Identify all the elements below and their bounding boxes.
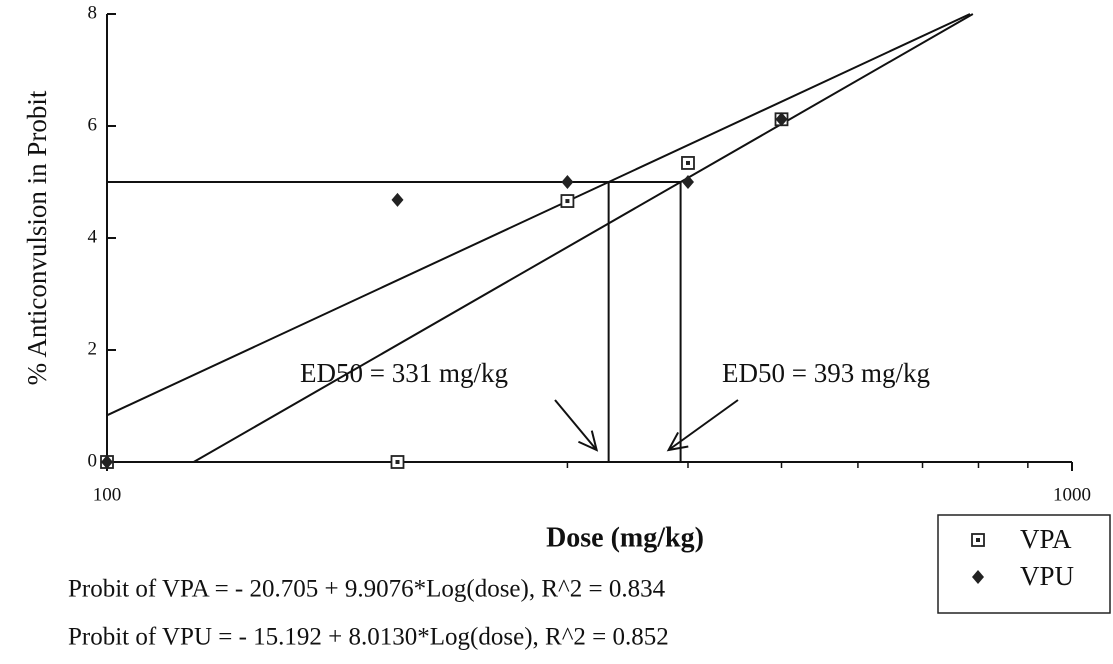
ed50-label: ED50 = 393 mg/kg	[722, 358, 930, 388]
point	[391, 193, 403, 207]
y-tick-label: 0	[88, 450, 98, 471]
page: {"chart_data": { "type": "scatter", "x_l…	[0, 0, 1113, 664]
fit-line	[194, 14, 973, 462]
legend-label: VPA	[1020, 524, 1072, 554]
point	[682, 175, 694, 189]
point-dot	[395, 460, 399, 464]
arrow	[669, 400, 738, 450]
y-tick-label: 2	[88, 338, 98, 359]
legend-label: VPU	[1020, 561, 1074, 591]
x-axis-label: Dose (mg/kg)	[546, 522, 704, 553]
y-tick-label: 8	[88, 2, 98, 23]
point	[561, 175, 573, 189]
legend-marker-dot	[976, 538, 980, 542]
point-dot	[565, 199, 569, 203]
equation: Probit of VPU = - 15.192 + 8.0130*Log(do…	[68, 624, 669, 651]
y-axis-label: % Anticonvulsion in Probit	[22, 90, 52, 385]
y-tick-label: 6	[88, 114, 98, 135]
point-dot	[686, 161, 690, 165]
x-tick-label: 100	[93, 484, 122, 505]
equation: Probit of VPA = - 20.705 + 9.9076*Log(do…	[68, 576, 666, 603]
x-tick-label: 1000	[1053, 484, 1091, 505]
y-tick-label: 4	[88, 226, 98, 247]
chart: % Anticonvulsion in Probit Dose (mg/kg) …	[0, 0, 1113, 664]
arrow	[555, 400, 597, 450]
fit-line	[107, 14, 970, 415]
